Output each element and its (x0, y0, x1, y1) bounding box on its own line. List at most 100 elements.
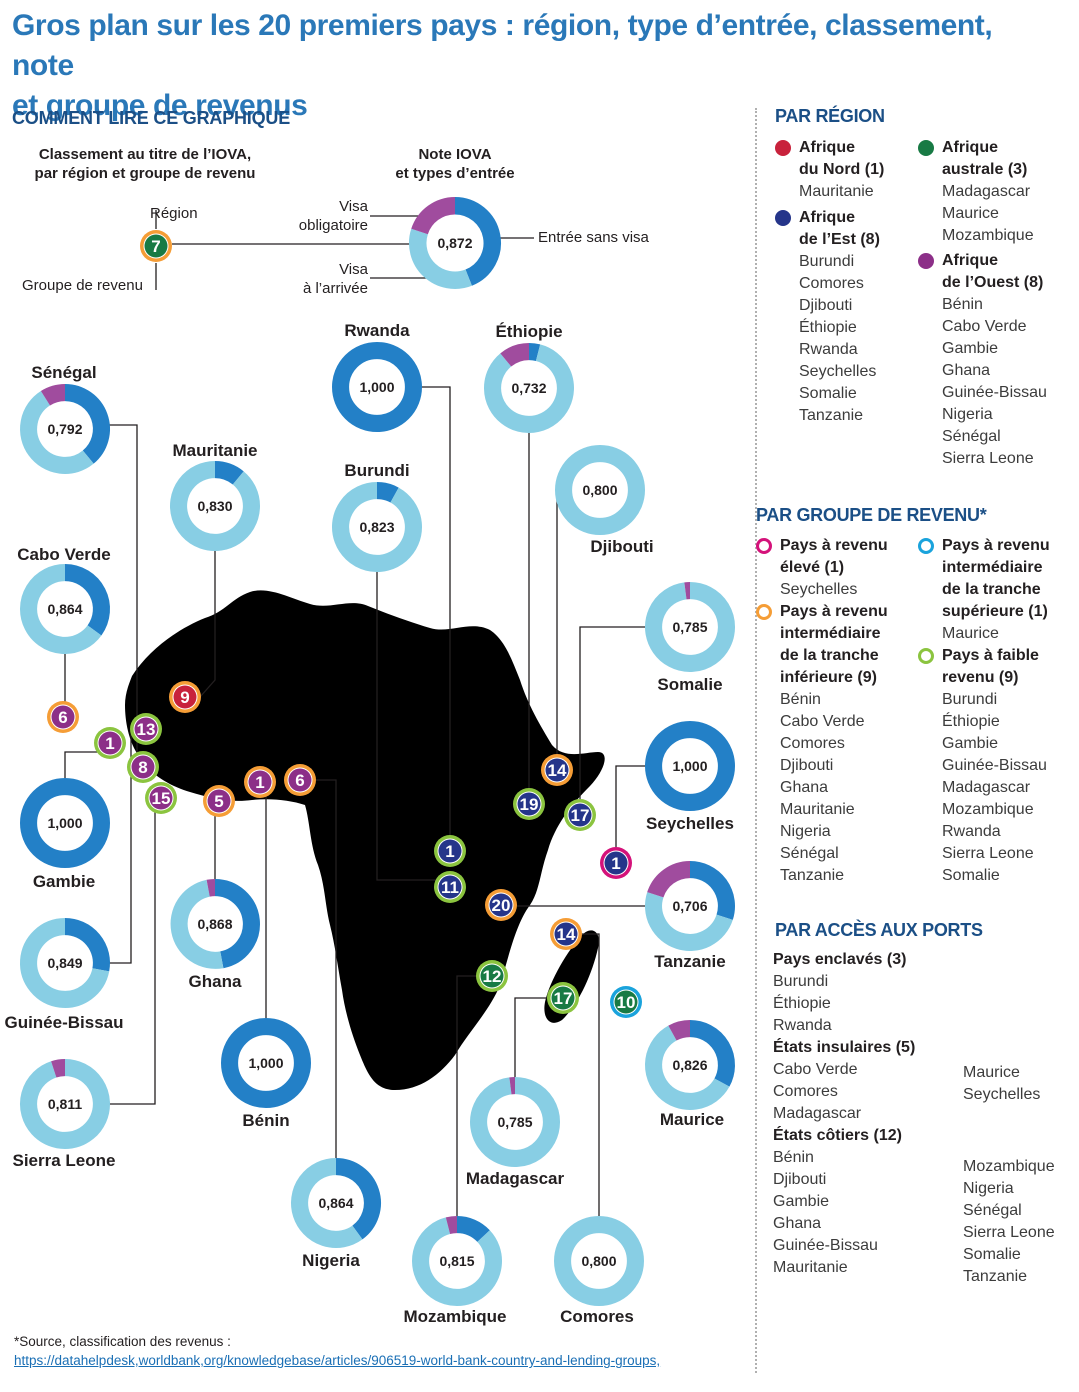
income-legend-col2: Pays à revenu intermédiaire de la tranch… (918, 535, 1050, 887)
source-link[interactable]: https://datahelpdesk,worldbank,org/knowl… (14, 1351, 660, 1370)
country-label: Éthiopie (495, 322, 562, 341)
donut: 0,800 (563, 1225, 636, 1298)
rank-number: 1 (445, 842, 454, 861)
rank-badge: 8 (127, 751, 159, 783)
rank-number: 14 (548, 761, 567, 780)
income-group-upper-middle: Pays à revenu intermédiaire de la tranch… (918, 535, 1050, 645)
rank-badge: 20 (485, 889, 517, 921)
score-label: 0,864 (47, 601, 82, 617)
rank-badge: 9 (169, 681, 201, 713)
rank-badge: 11 (434, 871, 466, 903)
region-group-south: Afrique australe (3) Madagascar Maurice … (918, 137, 1047, 247)
score-label: 1,000 (47, 815, 82, 831)
segment-visa-free (377, 491, 395, 496)
country-label: Mozambique (404, 1307, 507, 1326)
income-upper-middle-label: Pays à revenu intermédiaire de la tranch… (918, 535, 1050, 623)
donut: 0,785 (654, 591, 727, 664)
ports-legend: Pays enclavés (3) Burundi Éthiopie Rwand… (773, 949, 915, 1279)
score-label: 0,706 (672, 898, 707, 914)
label-text: Pays à revenu intermédiaire de la tranch… (942, 535, 1050, 623)
rank-badge: 1 (244, 766, 276, 798)
donut: 0,823 (341, 491, 414, 564)
score-label: 0,826 (672, 1057, 707, 1073)
segment-visa-free (215, 470, 238, 478)
region-group-west: Afrique de l’Ouest (8) Bénin Cabo Verde … (918, 250, 1047, 470)
rank-number: 1 (105, 734, 114, 753)
country-label: Nigeria (302, 1251, 360, 1270)
footnote-text: *Source, classification des revenus : (14, 1332, 660, 1351)
legend-item: Seychelles (756, 579, 888, 601)
connector-line (109, 798, 155, 1104)
income-group-high: Pays à revenu élevé (1) Seychelles (756, 535, 888, 601)
label-text: Afrique australe (3) (942, 137, 1027, 181)
legend-item: Sierra Leone (918, 448, 1047, 470)
segment-visa-required (655, 870, 690, 895)
region-east-label: Afrique de l’Est (8) (775, 207, 884, 251)
rank-number: 5 (214, 792, 223, 811)
rank-number: 15 (152, 789, 171, 808)
legend-item: Comores (773, 1081, 915, 1103)
legend-item: Comores (756, 733, 888, 755)
country-label: Cabo Verde (17, 545, 111, 564)
legend-item: Mauritanie (756, 799, 888, 821)
rank-badge: 1 (434, 835, 466, 867)
rank-number: 1 (611, 854, 620, 873)
dot-icon (775, 210, 791, 226)
legend-item: Éthiopie (775, 317, 884, 339)
legend-item: Djibouti (773, 1169, 915, 1191)
rank-badge: 15 (145, 782, 177, 814)
footnote: *Source, classification des revenus : ht… (14, 1332, 660, 1370)
region-west-label: Afrique de l’Ouest (8) (918, 250, 1047, 294)
rank-number: 6 (58, 708, 67, 727)
ports-legend-heading: PAR ACCÈS AUX PORTS (775, 920, 983, 941)
legend-item: Bénin (773, 1147, 915, 1169)
legend-item: Éthiopie (773, 993, 915, 1015)
legend-item: Sénégal (918, 426, 1047, 448)
score-label: 0,800 (582, 482, 617, 498)
legend-item: Tanzanie (963, 1266, 1055, 1288)
rank-number: 13 (137, 720, 156, 739)
score-label: 0,785 (672, 619, 707, 635)
ring-icon (918, 648, 934, 664)
score-label: 1,000 (359, 379, 394, 395)
ring-icon (918, 538, 934, 554)
rank-number: 17 (571, 806, 590, 825)
legend-item: Somalie (775, 383, 884, 405)
legend-item: Mauritanie (773, 1257, 915, 1279)
rank-badge: 1 (94, 727, 126, 759)
legend-item: Ghana (756, 777, 888, 799)
donut: 0,830 (179, 470, 252, 543)
legend-item: Bénin (756, 689, 888, 711)
legend-item: Burundi (773, 971, 915, 993)
legend-item: Gambie (773, 1191, 915, 1213)
donut: 0,800 (564, 454, 637, 527)
connector-line (580, 627, 645, 815)
legend-item: Bénin (918, 294, 1047, 316)
segment-visa-required (448, 1225, 457, 1226)
donut: 0,706 (654, 870, 727, 943)
donut: 0,811 (29, 1068, 102, 1141)
income-lower-middle-label: Pays à revenu intermédiaire de la tranch… (756, 601, 888, 689)
ring-icon (756, 604, 772, 620)
legend-item: Maurice (918, 623, 1050, 645)
country-label: Guinée-Bissau (4, 1013, 123, 1032)
legend-item: Maurice (963, 1062, 1040, 1084)
country-label: Tanzanie (654, 952, 725, 971)
donut: 0,732 (493, 352, 566, 425)
dot-icon (775, 140, 791, 156)
score-label: 0,864 (318, 1195, 353, 1211)
rank-badge: 7 (140, 230, 172, 262)
country-label: Ghana (189, 972, 242, 991)
label-text: Pays à revenu élevé (1) (780, 535, 888, 579)
country-label: Rwanda (344, 321, 410, 340)
rank-badge: 13 (130, 713, 162, 745)
score-label: 0,868 (197, 916, 232, 932)
donut: 0,826 (654, 1029, 727, 1102)
legend-item: Guinée-Bissau (773, 1235, 915, 1257)
legend-item: Éthiopie (918, 711, 1050, 733)
legend-item: Somalie (963, 1244, 1055, 1266)
rank-number: 20 (492, 896, 511, 915)
legend-item: Burundi (775, 251, 884, 273)
score-label: 0,792 (47, 421, 82, 437)
rank-number: 12 (483, 967, 502, 986)
